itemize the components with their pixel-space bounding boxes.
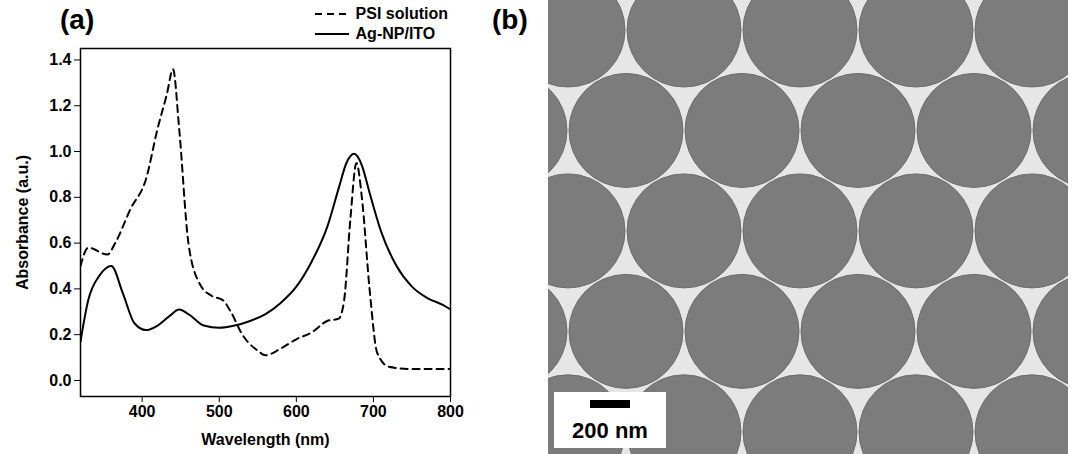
svg-text:600: 600 <box>283 403 310 420</box>
svg-text:200 nm: 200 nm <box>572 418 648 443</box>
svg-text:0.4: 0.4 <box>49 280 71 297</box>
svg-text:1.0: 1.0 <box>49 143 71 160</box>
html-text:(b): (b) <box>492 4 528 35</box>
svg-text:1.4: 1.4 <box>49 51 71 68</box>
html-text:Ag-NP/ITO: Ag-NP/ITO <box>355 25 436 42</box>
svg-text:0.2: 0.2 <box>49 326 71 343</box>
svg-text:Wavelength (nm): Wavelength (nm) <box>201 431 329 448</box>
svg-text:1.2: 1.2 <box>49 97 71 114</box>
svg-text:500: 500 <box>206 403 233 420</box>
svg-text:800: 800 <box>437 403 464 420</box>
html-text:PSI solution: PSI solution <box>355 5 448 22</box>
svg-text:Absorbance (a.u.): Absorbance (a.u.) <box>14 155 31 290</box>
html-text:(a): (a) <box>60 4 95 35</box>
svg-text:0.8: 0.8 <box>49 188 71 205</box>
svg-text:0.0: 0.0 <box>49 372 71 389</box>
svg-text:700: 700 <box>360 403 387 420</box>
svg-text:400: 400 <box>129 403 156 420</box>
svg-text:0.6: 0.6 <box>49 234 71 251</box>
